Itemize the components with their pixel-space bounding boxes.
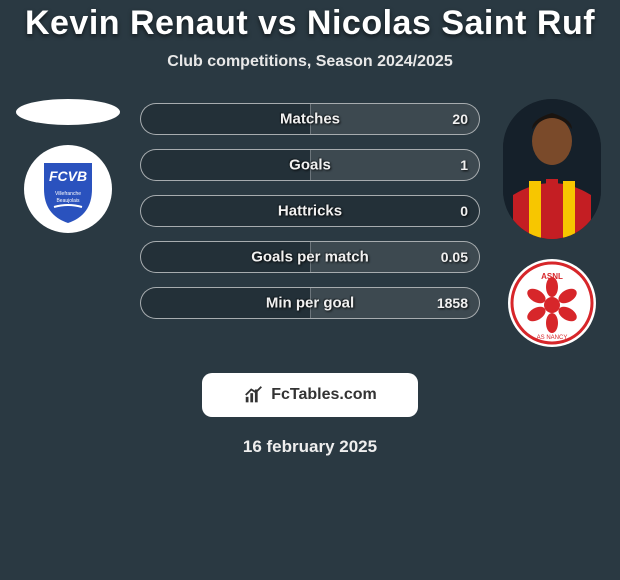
stat-value-right: 0.05 [441,249,468,265]
chart-icon [243,384,265,406]
stat-label: Goals per match [251,249,369,266]
stats-area: FCVB Villefranche Beaujolais [0,99,620,359]
stat-value-right: 20 [452,111,468,127]
brand-label: FcTables.com [271,386,377,404]
right-player-photo [503,99,601,239]
stat-row: Min per goal 1858 [140,287,480,319]
svg-text:AS NANCY: AS NANCY [537,335,568,341]
stat-row: Goals per match 0.05 [140,241,480,273]
left-club-badge: FCVB Villefranche Beaujolais [24,145,112,233]
svg-text:FCVB: FCVB [49,168,87,184]
stat-value-right: 1858 [437,295,468,311]
page-title: Kevin Renaut vs Nicolas Saint Ruf [0,4,620,43]
stat-value-right: 1 [460,157,468,173]
brand-box: FcTables.com [202,373,418,417]
stat-row: Goals 1 [140,149,480,181]
left-player-avatar-placeholder [16,99,120,125]
date-label: 16 february 2025 [0,437,620,457]
subtitle: Club competitions, Season 2024/2025 [0,53,620,71]
stat-bar-fill-right [310,150,479,180]
stat-row: Hattricks 0 [140,195,480,227]
svg-text:Beaujolais: Beaujolais [56,198,80,204]
right-player-column: ASNL AS NANCY [492,99,612,347]
fcvb-logo-icon: FCVB Villefranche Beaujolais [24,145,112,233]
stat-label: Hattricks [278,203,342,220]
svg-text:Villefranche: Villefranche [55,191,81,197]
asnl-logo-icon: ASNL AS NANCY [508,259,596,347]
stat-bars: Matches 20 Goals 1 Hattricks 0 Goals per match… [140,103,480,333]
comparison-card: Kevin Renaut vs Nicolas Saint Ruf Club c… [0,0,620,580]
stat-value-right: 0 [460,203,468,219]
stat-label: Goals [289,157,331,174]
stat-label: Matches [280,111,340,128]
stat-label: Min per goal [266,295,354,312]
left-player-column: FCVB Villefranche Beaujolais [8,99,128,233]
stat-row: Matches 20 [140,103,480,135]
right-club-badge: ASNL AS NANCY [508,259,596,347]
